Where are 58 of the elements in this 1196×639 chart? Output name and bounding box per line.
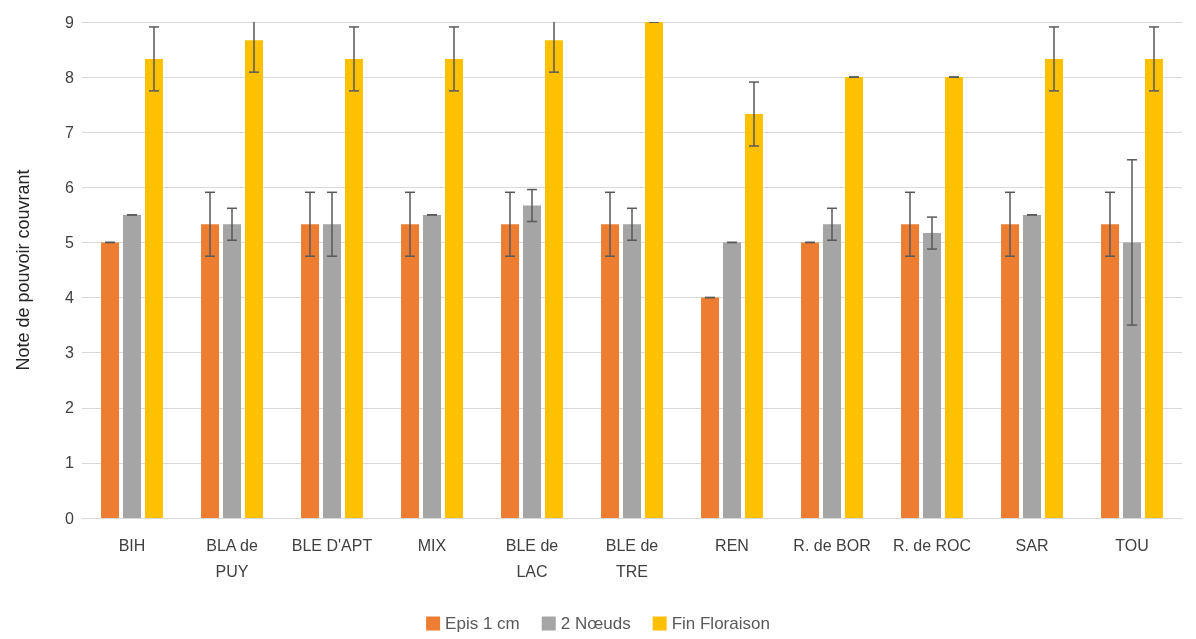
bar — [144, 58, 163, 518]
bar — [1101, 224, 1120, 518]
bar — [923, 233, 941, 518]
y-tick-label: 6 — [65, 178, 75, 196]
bar — [444, 58, 463, 518]
bar — [401, 224, 420, 518]
bar — [623, 224, 641, 518]
bar — [123, 214, 141, 518]
bar — [1044, 58, 1063, 518]
y-tick-label: 5 — [65, 233, 75, 251]
legend-label: Fin Floraison — [671, 614, 770, 633]
bar — [544, 40, 563, 518]
x-tick-label: R. de ROC — [892, 536, 972, 554]
x-tick-label: BLE de TRE — [605, 536, 659, 580]
y-tick-label: 1 — [65, 454, 75, 472]
bar — [823, 224, 841, 518]
y-tick-label: 3 — [65, 344, 75, 362]
x-tick-label: TOU — [1115, 536, 1149, 554]
x-tick-label: MIX — [417, 536, 447, 554]
x-tick-label: R. de BOR — [793, 536, 871, 554]
x-tick-label: BLA de PUY — [206, 536, 258, 580]
bar — [723, 242, 741, 518]
bar — [423, 214, 441, 518]
x-tick-label: BIH — [118, 536, 146, 554]
x-tick-label: BLE D'APT — [291, 536, 373, 554]
bar — [101, 242, 120, 518]
y-tick-label: 2 — [65, 399, 75, 417]
x-tick-label: BLE de LAC — [505, 536, 559, 580]
y-tick-label: 4 — [65, 289, 75, 307]
y-tick-label: 8 — [65, 68, 75, 86]
legend-label: 2 Nœuds — [560, 614, 631, 633]
bar — [601, 224, 620, 518]
bar — [1123, 242, 1141, 518]
y-axis-title: Note de pouvoir couvrant — [13, 169, 33, 371]
bar — [1023, 214, 1041, 518]
y-tick-label: 9 — [65, 13, 75, 31]
bar — [801, 242, 820, 518]
legend-label: Epis 1 cm — [445, 614, 520, 633]
bar — [223, 224, 241, 518]
bar — [344, 58, 363, 518]
bar — [944, 77, 963, 518]
bar — [201, 224, 220, 518]
bar — [323, 224, 341, 518]
x-tick-label: REN — [715, 536, 749, 554]
bar — [701, 297, 720, 518]
bar — [1001, 224, 1020, 518]
x-tick-label: SAR — [1015, 536, 1049, 554]
bar — [244, 40, 263, 518]
bar — [301, 224, 320, 518]
bar — [744, 114, 763, 518]
bar — [644, 22, 663, 518]
bar — [1144, 58, 1163, 518]
bar — [901, 224, 920, 518]
y-tick-label: 0 — [65, 509, 75, 527]
bar — [501, 224, 520, 518]
bar — [844, 77, 863, 518]
y-tick-label: 7 — [65, 123, 75, 141]
bar — [523, 205, 541, 518]
